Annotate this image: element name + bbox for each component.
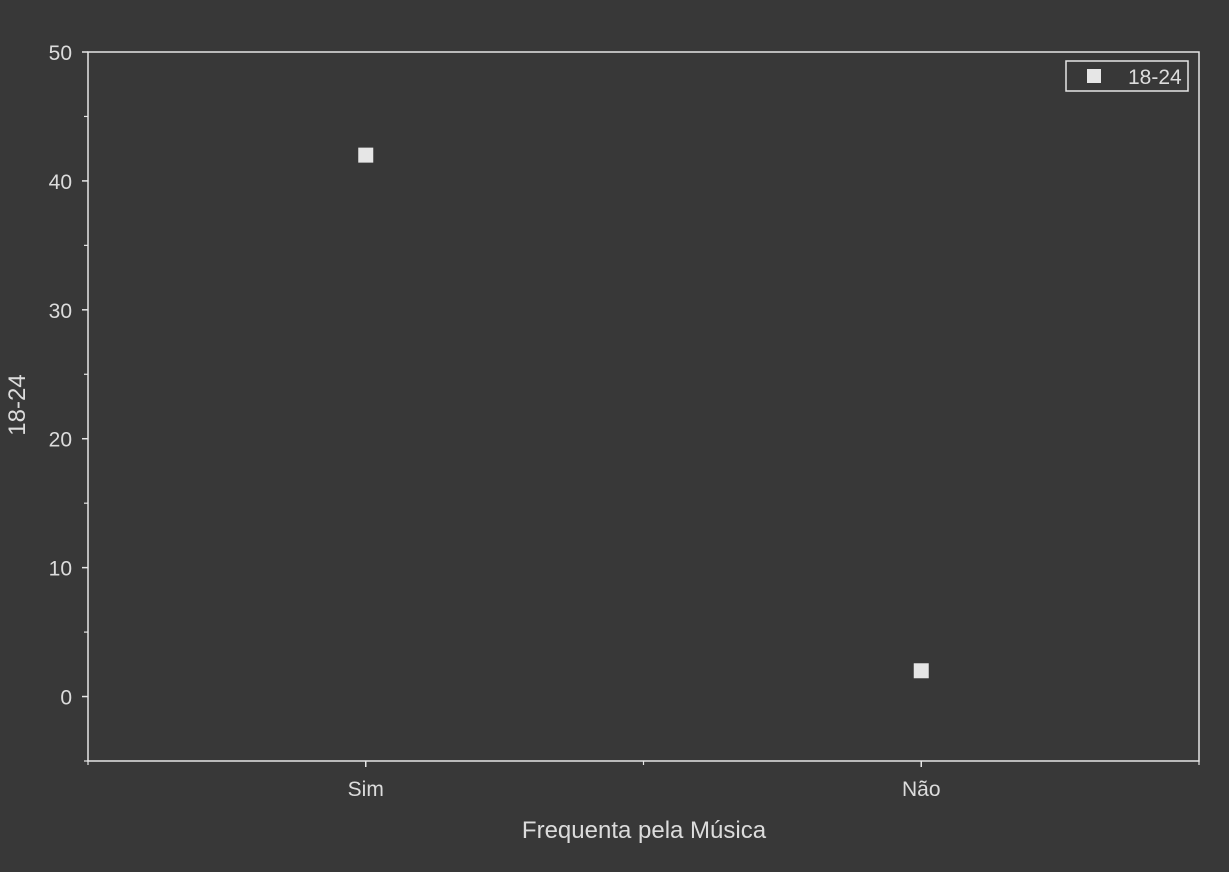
y-tick-label: 50 (49, 42, 72, 65)
x-axis-ticks: Sim Não (87, 761, 1200, 801)
x-tick-label: Sim (348, 778, 384, 801)
y-axis-ticks: 0 10 20 30 40 50 (49, 42, 88, 762)
x-tick-label: Não (902, 778, 941, 801)
y-tick-label: 30 (49, 300, 72, 323)
y-tick-label: 40 (49, 171, 72, 194)
x-axis-label: Frequenta pela Música (522, 817, 767, 844)
data-points (358, 147, 929, 679)
y-tick-label: 20 (49, 429, 72, 452)
plot-frame (87, 51, 1200, 762)
data-point (358, 147, 374, 163)
legend-label: 18-24 (1128, 66, 1182, 89)
data-point (913, 663, 929, 679)
legend-marker (1087, 69, 1101, 83)
y-tick-label: 0 (60, 687, 72, 710)
y-tick-label: 10 (49, 558, 72, 581)
legend: 18-24 (1065, 60, 1189, 92)
legend-box (1065, 60, 1189, 92)
y-axis-label: 18-24 (4, 374, 31, 435)
